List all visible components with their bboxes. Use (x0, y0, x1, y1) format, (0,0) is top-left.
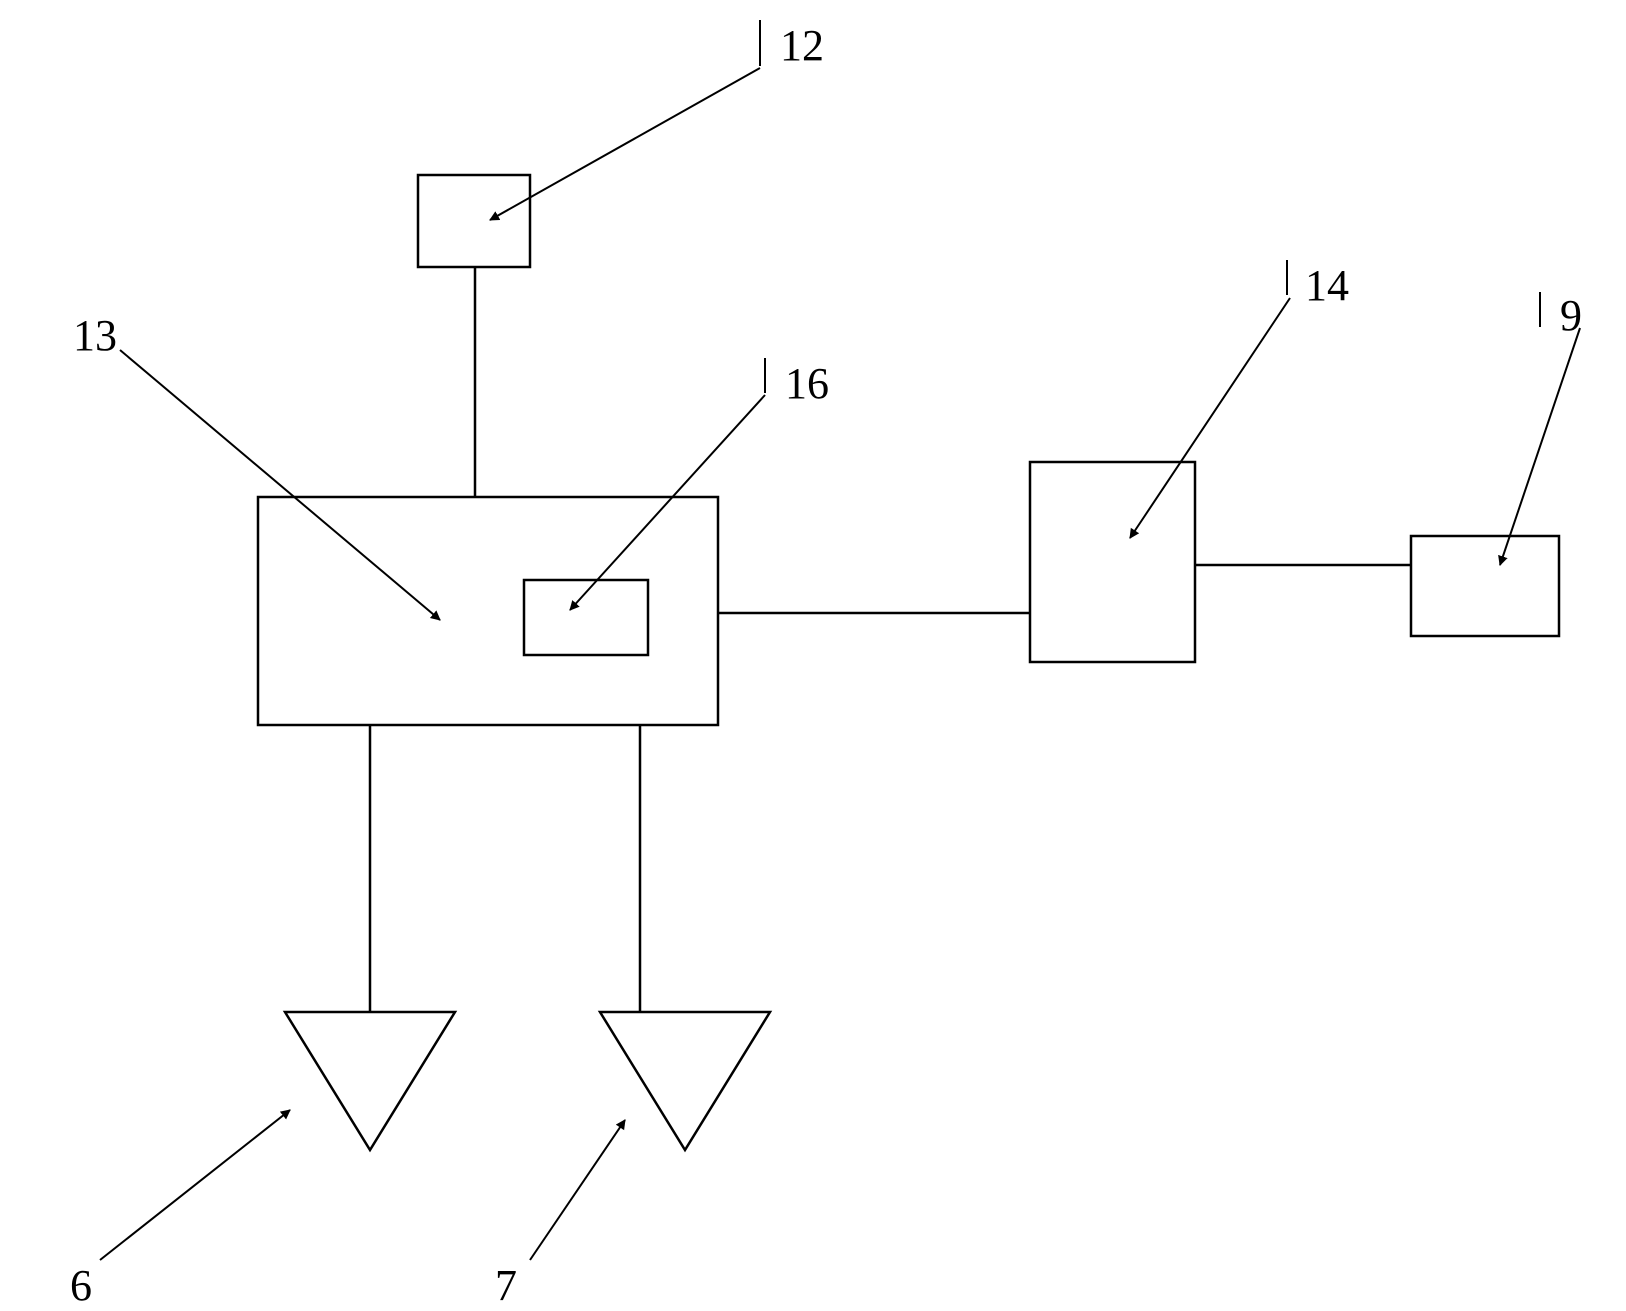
node-box9 (1411, 536, 1559, 636)
node-box14 (1030, 462, 1195, 662)
node-box12 (418, 175, 530, 267)
label-14: 14 (1305, 260, 1349, 311)
leader-box16 (570, 395, 765, 610)
label-12: 12 (780, 20, 824, 71)
label-6: 6 (70, 1260, 92, 1311)
label-13: 13 (73, 310, 117, 361)
block-diagram (0, 0, 1626, 1307)
label-9: 9 (1560, 290, 1582, 341)
label-7: 7 (495, 1260, 517, 1311)
leader-tri7 (530, 1120, 625, 1260)
leader-box13 (120, 350, 440, 620)
leader-tri6 (100, 1110, 290, 1260)
leader-box12 (490, 68, 760, 220)
leader-box9 (1500, 328, 1580, 565)
node-tri7 (600, 1012, 770, 1150)
label-16: 16 (785, 358, 829, 409)
leader-box14 (1130, 298, 1290, 538)
node-tri6 (285, 1012, 455, 1150)
